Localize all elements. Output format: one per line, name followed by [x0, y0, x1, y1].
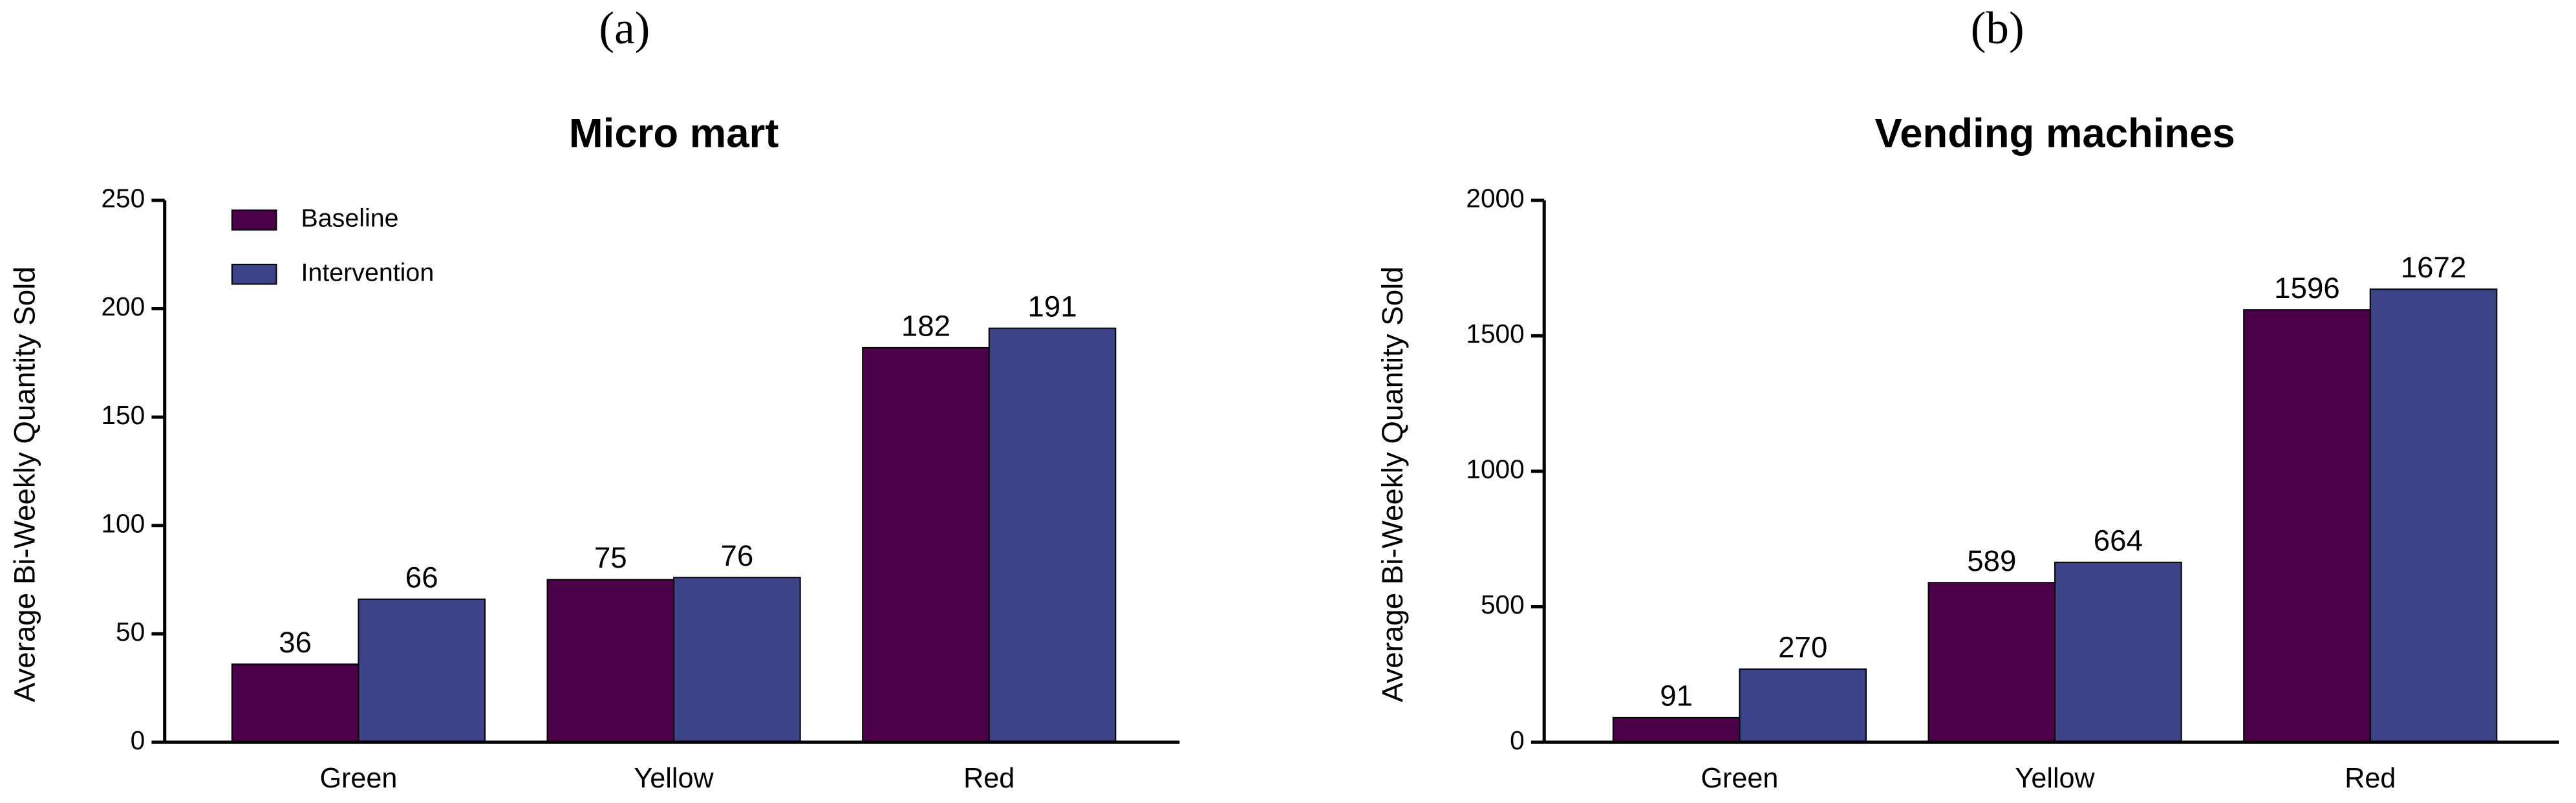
bar	[231, 663, 360, 744]
chart-title: Vending machines	[1874, 111, 2235, 156]
data-label: 91	[1660, 679, 1693, 712]
y-tick-label: 100	[101, 508, 145, 538]
panel-label: (b)	[1971, 3, 2024, 54]
x-tick-label: Yellow	[2015, 763, 2096, 794]
y-axis-label: Average Bi-Weekly Quantity Sold	[1376, 266, 1409, 702]
legend-label: Intervention	[301, 259, 435, 287]
bar	[546, 579, 675, 744]
legend-swatch	[231, 209, 277, 231]
bar	[2243, 309, 2371, 744]
y-tick-label: 250	[101, 184, 145, 213]
data-label: 664	[2094, 524, 2143, 557]
legend-label: Baseline	[301, 204, 399, 233]
chart-title: Micro mart	[569, 111, 779, 156]
y-tick-label: 150	[101, 400, 145, 430]
bar	[862, 347, 990, 744]
bar	[1739, 668, 1867, 744]
data-label: 75	[594, 541, 627, 574]
y-tick-label: 500	[1481, 590, 1525, 619]
y-tick-label: 200	[101, 292, 145, 321]
bar	[988, 327, 1117, 744]
data-label: 76	[720, 539, 753, 572]
data-label: 182	[901, 309, 950, 342]
panel-label: (a)	[599, 3, 650, 54]
bar	[1927, 582, 2056, 744]
data-label: 36	[279, 626, 312, 659]
data-label: 66	[405, 561, 438, 594]
data-label: 1672	[2401, 251, 2467, 284]
y-tick-label: 1000	[1466, 455, 1524, 484]
y-tick-label: 2000	[1466, 184, 1524, 213]
data-label: 589	[1967, 544, 2016, 577]
y-tick-label: 0	[131, 725, 145, 755]
x-tick-label: Red	[2345, 763, 2396, 794]
bar	[358, 598, 486, 744]
bar	[2369, 288, 2498, 744]
x-tick-label: Green	[1701, 763, 1778, 794]
y-tick-label: 1500	[1466, 319, 1524, 348]
bar	[673, 577, 801, 744]
data-label: 1596	[2274, 272, 2340, 305]
bar	[1612, 716, 1741, 744]
data-label: 270	[1778, 630, 1827, 663]
x-tick-label: Green	[319, 763, 397, 794]
data-label: 191	[1027, 290, 1077, 323]
bar	[2054, 561, 2182, 744]
legend-swatch	[231, 263, 277, 285]
x-tick-label: Red	[963, 763, 1014, 794]
y-tick-label: 0	[1510, 725, 1525, 755]
y-axis-label: Average Bi-Weekly Quantity Sold	[8, 266, 41, 702]
y-tick-label: 50	[116, 617, 145, 647]
x-tick-label: Yellow	[634, 763, 714, 794]
